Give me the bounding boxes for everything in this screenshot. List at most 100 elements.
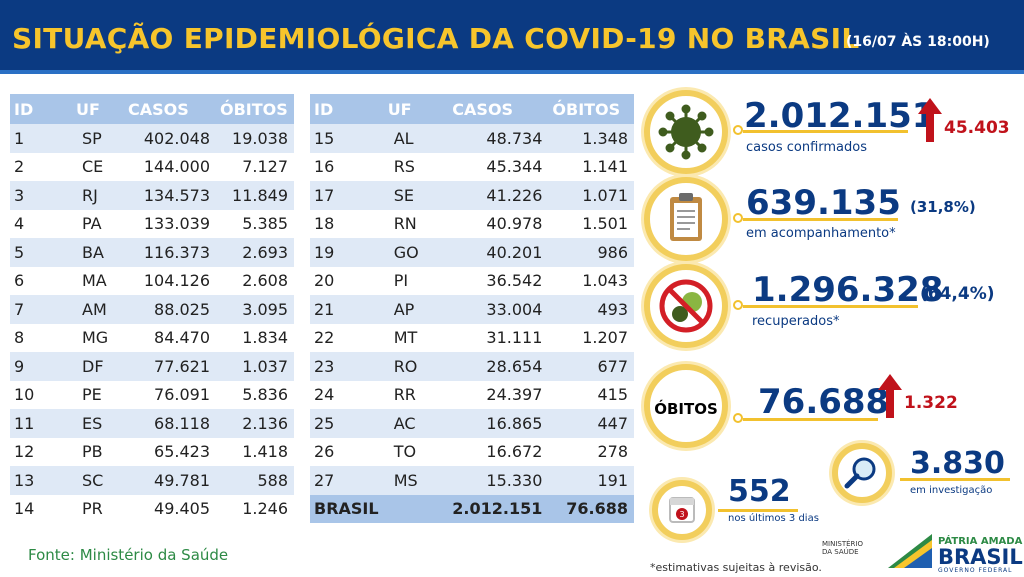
table-row: 22 MT 31.111 1.207 (310, 324, 634, 353)
cell-casos: 104.126 (143, 271, 210, 291)
cell-uf: AP (383, 295, 449, 324)
deaths-badge-label: ÓBITOS (654, 400, 718, 418)
cell-casos: 49.781 (124, 466, 216, 495)
cell-casos: 31.111 (486, 328, 543, 348)
cell-obitos: 1.037 (216, 352, 294, 381)
cell-obitos: 3.095 (216, 295, 294, 324)
cell-casos: 24.397 (486, 385, 543, 405)
cell-uf: TO (393, 442, 417, 462)
cell-id: 15 (310, 124, 384, 153)
recovered-label: recuperados* (752, 314, 840, 329)
cell-casos: 116.373 (124, 238, 216, 267)
cell-uf: RO (383, 352, 449, 381)
cell-id: 19 (310, 238, 384, 267)
last3-badge: 3 (652, 480, 712, 540)
cell-casos: 402.048 (124, 124, 216, 153)
cell-uf: AC (383, 409, 449, 438)
confirmed-delta: 45.403 (944, 118, 1010, 138)
investigation-label: em investigação (910, 485, 993, 496)
divider (743, 218, 898, 221)
col-casos: CASOS (124, 94, 216, 124)
cell-uf: AM (72, 295, 124, 324)
cell-casos: 45.344 (486, 157, 543, 177)
cell-casos: 76.091 (154, 385, 210, 405)
cell-id: 25 (310, 409, 384, 438)
cell-id: 24 (314, 385, 335, 405)
cell-casos: 68.118 (124, 409, 216, 438)
states-table-left: ID UF CASOS ÓBITOS 1 SP 402.048 19.038 2 CE 14… (10, 94, 294, 523)
cell-uf: MA (82, 271, 107, 291)
cell-id: 20 (314, 271, 335, 291)
divider (718, 509, 798, 512)
table-row: 17 SE 41.226 1.071 (310, 181, 634, 210)
total-obitos: 76.688 (548, 494, 634, 523)
cell-obitos: 1.246 (242, 499, 288, 519)
table-row: 16 RS 45.344 1.141 (310, 153, 634, 182)
cell-obitos: 1.207 (582, 328, 628, 348)
cell-id: 12 (14, 442, 35, 462)
table-row: 9 DF 77.621 1.037 (10, 352, 294, 381)
cell-uf: SE (383, 181, 449, 210)
last3-label: nos últimos 3 dias (728, 513, 819, 524)
cell-id: 4 (14, 214, 25, 234)
table-row: 14 PR 49.405 1.246 (10, 495, 294, 524)
table-row: 24 RR 24.397 415 (310, 381, 634, 410)
cell-obitos: 5.385 (242, 214, 288, 234)
table-row: 26 TO 16.672 278 (310, 438, 634, 467)
col-casos: CASOS (448, 94, 549, 124)
cell-id: 2 (14, 157, 25, 177)
cell-casos: 16.865 (448, 409, 549, 438)
cell-obitos: 2.608 (242, 271, 288, 291)
cell-uf: BA (72, 238, 124, 267)
cell-id: 8 (14, 328, 25, 348)
confirmed-label: casos confirmados (746, 140, 867, 155)
cell-casos: 28.654 (448, 352, 549, 381)
table-row: 3 RJ 134.573 11.849 (10, 181, 294, 210)
divider (900, 478, 1010, 481)
cell-id: 18 (314, 214, 335, 234)
cell-uf: PB (82, 442, 103, 462)
magnifier-icon (844, 457, 876, 489)
cell-casos: 77.621 (124, 352, 216, 381)
cell-uf: MG (82, 328, 109, 348)
table-row: 25 AC 16.865 447 (310, 409, 634, 438)
cell-uf: DF (72, 352, 124, 381)
cell-obitos: 7.127 (242, 157, 288, 177)
table-row: 8 MG 84.470 1.834 (10, 324, 294, 353)
cell-casos: 41.226 (448, 181, 549, 210)
col-obitos: ÓBITOS (548, 94, 634, 124)
cell-id: 22 (314, 328, 335, 348)
cell-id: 13 (10, 466, 72, 495)
cell-uf: SP (72, 124, 124, 153)
ministry-label: MINISTÉRIO DA SAÚDE (822, 540, 863, 556)
cell-id: 21 (310, 295, 384, 324)
cell-casos: 40.978 (486, 214, 543, 234)
cell-obitos: 5.836 (242, 385, 288, 405)
cell-obitos: 19.038 (216, 124, 294, 153)
table-row: 19 GO 40.201 986 (310, 238, 634, 267)
table-row: 5 BA 116.373 2.693 (10, 238, 294, 267)
brand-sub: GOVERNO FEDERAL (938, 567, 1013, 574)
cell-obitos: 1.834 (242, 328, 288, 348)
col-id: ID (310, 94, 384, 124)
divider (743, 130, 908, 133)
table-row: 4 PA 133.039 5.385 (10, 210, 294, 239)
total-row: BRASIL 2.012.151 76.688 (310, 494, 634, 523)
deaths-delta: 1.322 (904, 393, 958, 413)
cell-uf: RS (393, 157, 415, 177)
brand-block: PÁTRIA AMADA BRASIL GOVERNO FEDERAL (938, 536, 1023, 574)
cell-id: 3 (10, 181, 72, 210)
table-row: 2 CE 144.000 7.127 (10, 153, 294, 182)
arrow-up-icon (918, 98, 942, 142)
cell-obitos: 278 (597, 442, 628, 462)
arrow-up-icon (878, 374, 902, 418)
cell-casos: 65.423 (154, 442, 210, 462)
cell-id: 7 (10, 295, 72, 324)
cell-uf: PI (393, 271, 409, 291)
cell-uf: MT (393, 328, 418, 348)
col-id: ID (10, 94, 72, 124)
last3-value: 552 (728, 474, 791, 509)
cell-casos: 84.470 (154, 328, 210, 348)
cell-obitos: 447 (548, 409, 634, 438)
cell-obitos: 1.043 (582, 271, 628, 291)
